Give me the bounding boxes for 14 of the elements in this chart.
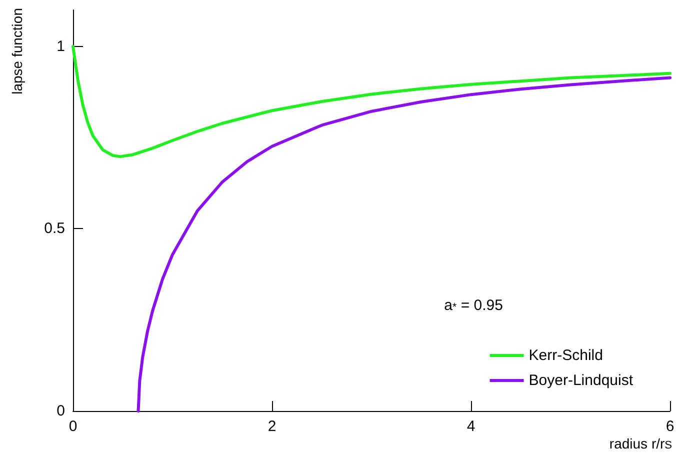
- line-series: [136, 76, 672, 412]
- x-tick-label: 2: [268, 418, 276, 435]
- x-tick-label: 4: [466, 418, 476, 435]
- x-tick-label: 6: [666, 418, 674, 435]
- x-tick-label: 0: [68, 418, 78, 435]
- legend-label: Boyer-Lindquist: [528, 372, 634, 389]
- legend-label: Kerr-Schild: [528, 347, 603, 364]
- y-axis-title: lapse function: [9, 8, 25, 94]
- x-axis-title: radius r/rS: [609, 436, 672, 452]
- annotation: a* = 0.95: [444, 297, 504, 314]
- y-tick-label: 0: [56, 402, 65, 420]
- y-tick-label: 0.5: [44, 220, 65, 238]
- y-tick-label: 1: [56, 38, 65, 55]
- line-series: [72, 44, 672, 158]
